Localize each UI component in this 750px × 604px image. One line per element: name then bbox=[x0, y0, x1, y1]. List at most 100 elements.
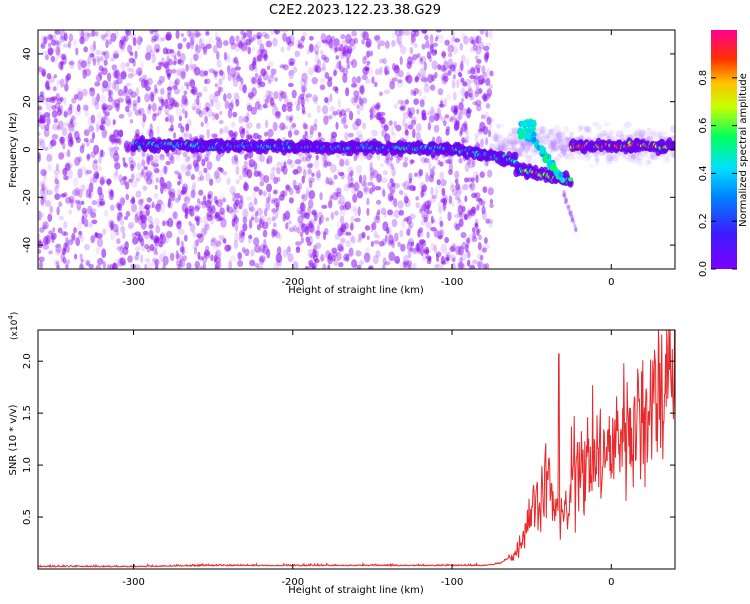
noise-blob bbox=[307, 67, 314, 76]
noise-blob bbox=[300, 236, 304, 244]
noise-blob bbox=[153, 32, 159, 42]
haze-blob bbox=[497, 146, 505, 151]
noise-blob bbox=[186, 194, 192, 200]
haze-blob bbox=[510, 142, 516, 148]
noise-blob bbox=[375, 249, 381, 258]
noise-blob bbox=[338, 60, 342, 70]
noise-blob bbox=[94, 101, 100, 110]
noise-blob bbox=[91, 30, 96, 37]
haze-blob bbox=[671, 153, 675, 159]
noise-blob bbox=[265, 40, 273, 48]
noise-blob bbox=[123, 175, 127, 186]
signal-spike bbox=[527, 127, 533, 134]
noise-blob bbox=[199, 265, 204, 269]
noise-blob bbox=[292, 169, 299, 175]
noise-blob bbox=[74, 199, 81, 204]
noise-blob bbox=[174, 102, 180, 108]
noise-blob bbox=[405, 216, 410, 222]
noise-blob bbox=[184, 208, 191, 215]
noise-blob bbox=[470, 39, 476, 45]
noise-blob bbox=[397, 241, 401, 247]
noise-blob bbox=[87, 55, 92, 65]
noise-blob bbox=[214, 83, 219, 88]
haze-blob bbox=[538, 140, 546, 147]
haze-blob bbox=[561, 140, 566, 146]
haze-blob bbox=[505, 139, 514, 145]
noise-blob bbox=[75, 47, 79, 56]
noise-blob bbox=[62, 256, 67, 264]
noise-blob bbox=[341, 201, 347, 210]
noise-blob bbox=[113, 152, 120, 162]
noise-blob bbox=[342, 67, 349, 76]
noise-blob bbox=[483, 237, 488, 245]
noise-blob bbox=[89, 87, 96, 97]
noise-blob bbox=[224, 125, 230, 133]
noise-blob bbox=[429, 34, 434, 44]
noise-blob bbox=[450, 184, 455, 193]
noise-blob bbox=[426, 231, 430, 239]
noise-blob bbox=[81, 215, 85, 225]
noise-blob bbox=[212, 113, 216, 121]
noise-blob bbox=[387, 209, 393, 216]
noise-blob bbox=[240, 223, 245, 234]
noise-blob bbox=[100, 55, 104, 62]
noise-blob bbox=[148, 104, 152, 111]
noise-blob bbox=[143, 230, 150, 239]
noise-blob bbox=[433, 124, 440, 133]
noise-blob bbox=[256, 265, 264, 269]
noise-blob bbox=[403, 156, 409, 162]
haze-blob bbox=[549, 139, 555, 145]
noise-blob bbox=[307, 248, 314, 258]
noise-blob bbox=[318, 217, 322, 226]
noise-blob bbox=[94, 119, 101, 127]
haze-blob bbox=[510, 130, 518, 138]
noise-blob bbox=[185, 63, 189, 72]
noise-blob bbox=[190, 39, 194, 50]
noise-blob bbox=[145, 236, 153, 244]
noise-blob bbox=[459, 42, 464, 51]
noise-blob bbox=[227, 72, 232, 82]
noise-blob bbox=[256, 78, 261, 85]
noise-blob bbox=[300, 78, 306, 88]
noise-blob bbox=[437, 201, 443, 208]
haze-blob bbox=[556, 146, 562, 152]
noise-blob bbox=[437, 235, 443, 240]
noise-blob bbox=[374, 34, 381, 43]
noise-blob bbox=[487, 187, 494, 196]
noise-blob bbox=[101, 84, 106, 94]
noise-blob bbox=[86, 61, 91, 69]
signal-spike bbox=[517, 133, 523, 140]
noise-blob bbox=[387, 181, 394, 190]
noise-blob bbox=[485, 218, 490, 224]
noise-blob bbox=[369, 161, 373, 172]
noise-blob bbox=[138, 71, 142, 77]
noise-blob bbox=[278, 93, 283, 102]
haze-blob bbox=[560, 144, 568, 149]
noise-blob bbox=[326, 161, 332, 167]
noise-blob bbox=[205, 171, 211, 182]
noise-blob bbox=[458, 110, 463, 121]
noise-blob bbox=[324, 227, 329, 236]
noise-blob bbox=[326, 96, 331, 106]
haze-blob bbox=[551, 146, 557, 152]
noise-blob bbox=[458, 218, 464, 228]
noise-blob bbox=[313, 159, 320, 170]
noise-blob bbox=[239, 195, 244, 204]
noise-blob bbox=[197, 251, 201, 259]
noise-blob bbox=[243, 42, 248, 51]
noise-blob bbox=[38, 119, 45, 124]
noise-blob bbox=[224, 244, 231, 252]
noise-blob bbox=[308, 199, 314, 209]
noise-blob bbox=[68, 33, 74, 42]
noise-blob bbox=[118, 39, 124, 49]
noise-blob bbox=[50, 39, 56, 47]
noise-blob bbox=[271, 228, 276, 239]
noise-blob bbox=[78, 230, 83, 235]
noise-blob bbox=[475, 35, 482, 44]
noise-blob bbox=[94, 232, 99, 237]
noise-blob bbox=[444, 39, 450, 46]
haze-blob bbox=[670, 125, 675, 133]
noise-blob bbox=[193, 66, 201, 76]
noise-blob bbox=[431, 49, 437, 56]
noise-blob bbox=[408, 221, 413, 230]
